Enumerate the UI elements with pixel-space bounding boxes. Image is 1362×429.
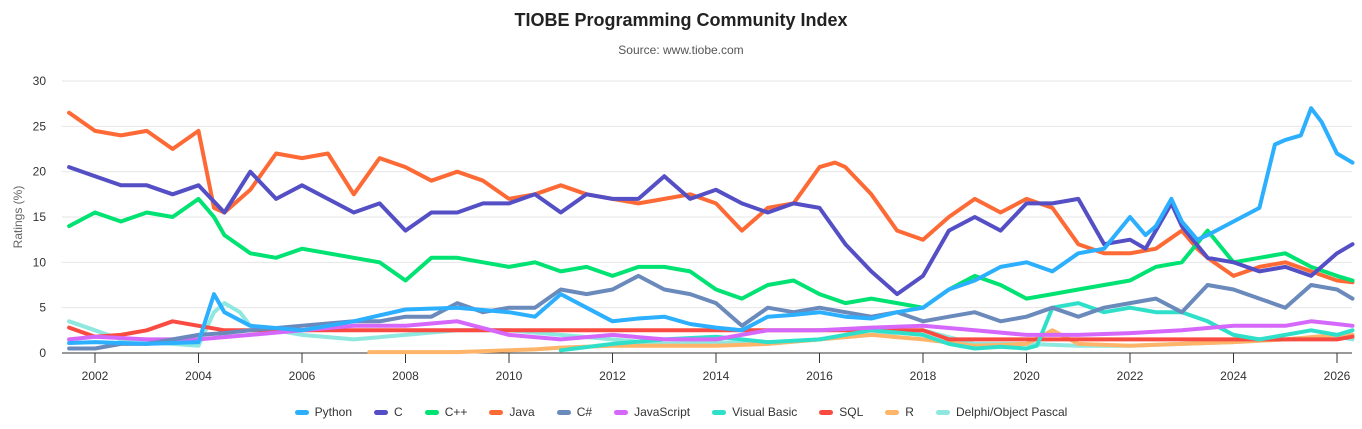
x-tick-label: 2010 bbox=[496, 369, 523, 383]
series-line-java[interactable] bbox=[67, 110, 1355, 285]
series-line-c[interactable] bbox=[67, 165, 1355, 297]
legend-label: C bbox=[394, 405, 403, 419]
legend-item-csharp[interactable]: C# bbox=[556, 405, 593, 419]
x-tick-label: 2016 bbox=[806, 369, 833, 383]
legend-swatch-icon bbox=[614, 409, 629, 415]
y-tick-label: 0 bbox=[39, 346, 46, 360]
x-tick-label: 2002 bbox=[82, 369, 109, 383]
x-tick-label: 2024 bbox=[1220, 369, 1247, 383]
y-tick-label: 30 bbox=[33, 74, 47, 88]
legend-item-r[interactable]: R bbox=[885, 405, 914, 419]
x-tick-label: 2006 bbox=[289, 369, 316, 383]
x-tick-label: 2020 bbox=[1013, 369, 1040, 383]
legend-swatch-icon bbox=[819, 409, 834, 415]
y-tick-label: 5 bbox=[39, 301, 46, 315]
legend-label: Delphi/Object Pascal bbox=[955, 405, 1068, 419]
legend-item-c[interactable]: C bbox=[374, 405, 403, 419]
series-line-cplusplus[interactable] bbox=[67, 196, 1355, 310]
chart-legend: Python C C++ Java C# JavaScript Visual Basic SQ… bbox=[0, 405, 1362, 419]
legend-label: C# bbox=[576, 405, 593, 419]
legend-label: SQL bbox=[839, 405, 864, 419]
legend-item-delphi-object-pascal[interactable]: Delphi/Object Pascal bbox=[935, 405, 1068, 419]
legend-swatch-icon bbox=[935, 409, 950, 415]
legend-swatch-icon bbox=[885, 409, 900, 415]
y-tick-label: 25 bbox=[33, 119, 47, 133]
legend-swatch-icon bbox=[374, 409, 389, 415]
chart-subtitle: Source: www.tiobe.com bbox=[618, 43, 744, 57]
legend-swatch-icon bbox=[556, 409, 571, 415]
y-axis-ticks: 0 5 10 15 20 25 30 bbox=[33, 74, 47, 360]
series-line-visual-basic[interactable] bbox=[558, 301, 1355, 353]
series-line-csharp[interactable] bbox=[67, 273, 1355, 351]
x-tick-label: 2022 bbox=[1117, 369, 1144, 383]
legend-label: R bbox=[905, 405, 914, 419]
series-line-r[interactable] bbox=[367, 328, 1355, 355]
legend-swatch-icon bbox=[489, 409, 504, 415]
legend-item-javascript[interactable]: JavaScript bbox=[614, 405, 690, 419]
x-tick-label: 2008 bbox=[392, 369, 419, 383]
y-tick-label: 15 bbox=[33, 210, 47, 224]
legend-label: JavaScript bbox=[634, 405, 691, 419]
legend-item-python[interactable]: Python bbox=[294, 405, 353, 419]
legend-swatch-icon bbox=[712, 409, 727, 415]
x-axis: 2002 2004 2006 2008 2010 2012 2014 2016 2018 2020… bbox=[62, 352, 1352, 383]
legend-label: Visual Basic bbox=[732, 405, 798, 419]
series-line-python[interactable] bbox=[67, 106, 1355, 346]
legend-item-java[interactable]: Java bbox=[489, 405, 535, 419]
legend-item-cplusplus[interactable]: C++ bbox=[424, 405, 468, 419]
legend-label: Java bbox=[509, 405, 535, 419]
x-tick-label: 2012 bbox=[599, 369, 626, 383]
legend-swatch-icon bbox=[424, 409, 439, 415]
x-tick-label: 2026 bbox=[1324, 369, 1351, 383]
legend-label: C++ bbox=[444, 405, 468, 419]
x-tick-label: 2018 bbox=[910, 369, 937, 383]
legend-label: Python bbox=[314, 405, 353, 419]
x-tick-label: 2014 bbox=[703, 369, 730, 383]
legend-item-sql[interactable]: SQL bbox=[819, 405, 863, 419]
chart-title: TIOBE Programming Community Index bbox=[514, 10, 848, 30]
series-lines bbox=[67, 106, 1355, 355]
legend-item-visual-basic[interactable]: Visual Basic bbox=[712, 405, 797, 419]
y-tick-label: 10 bbox=[33, 255, 47, 269]
y-tick-label: 20 bbox=[33, 165, 47, 179]
series-line-sql[interactable] bbox=[67, 319, 1355, 342]
y-axis-title: Ratings (%) bbox=[11, 186, 25, 249]
series-line-javascript[interactable] bbox=[67, 319, 1355, 342]
x-tick-label: 2004 bbox=[185, 369, 212, 383]
legend-swatch-icon bbox=[294, 409, 309, 415]
